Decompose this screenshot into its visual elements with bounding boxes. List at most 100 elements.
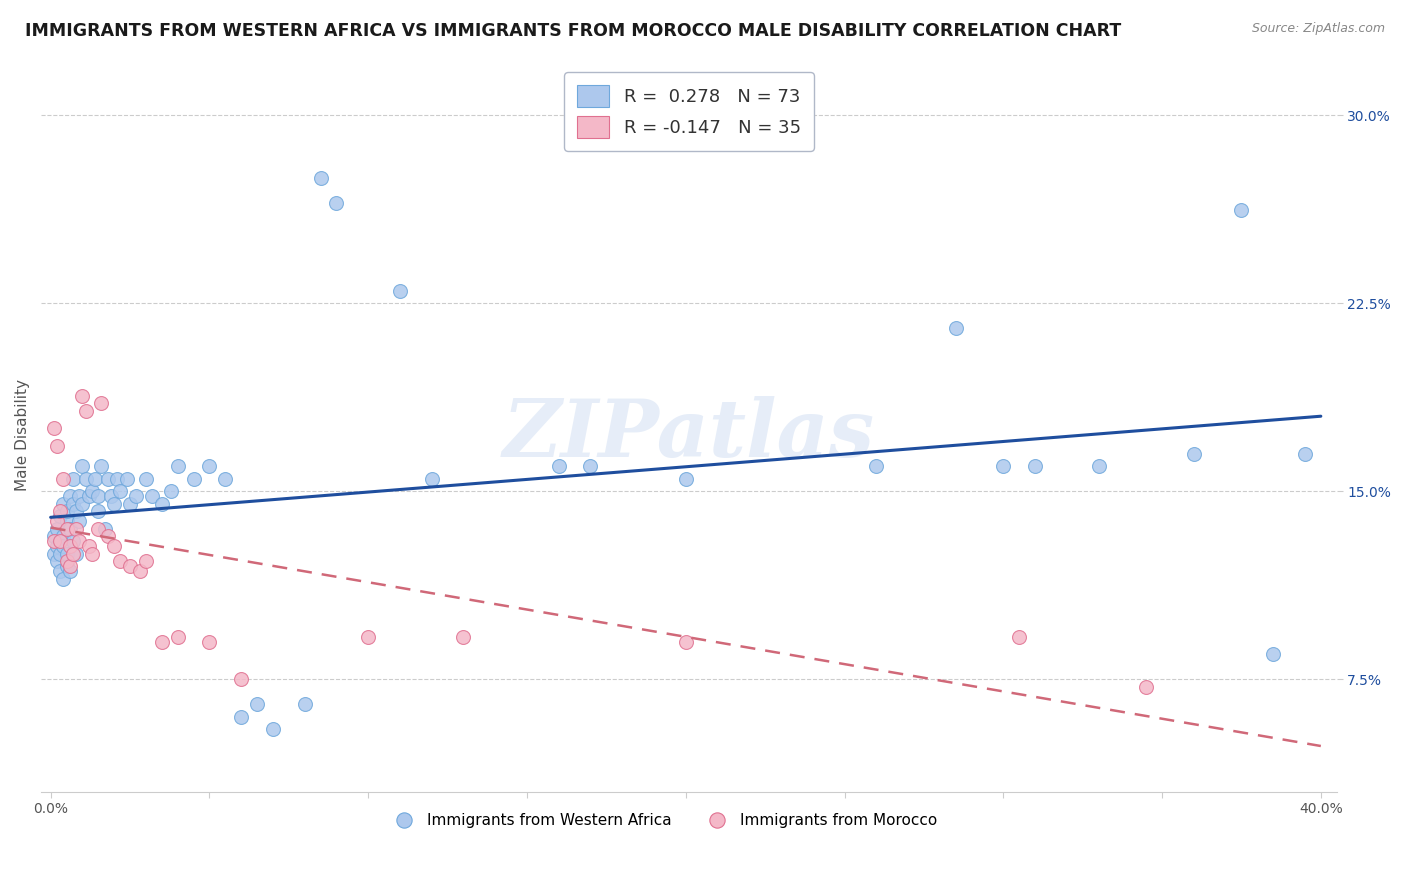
Point (55, 504, 77, 518)
Point (55, 554, 77, 568)
Point (90, 396, 112, 410)
Point (62, 534, 84, 549)
Point (67, 489, 90, 503)
Point (110, 554, 132, 568)
Point (67, 514, 90, 528)
Point (1087, 458, 1109, 473)
Point (87, 489, 110, 503)
Point (420, 472, 443, 486)
Point (62, 472, 84, 486)
Point (59, 489, 82, 503)
Point (65, 547, 87, 561)
Text: IMMIGRANTS FROM WESTERN AFRICA VS IMMIGRANTS FROM MOROCCO MALE DISABILITY CORREL: IMMIGRANTS FROM WESTERN AFRICA VS IMMIGR… (25, 22, 1122, 40)
Point (993, 458, 1015, 473)
Point (579, 458, 602, 473)
Point (262, 723, 284, 737)
Point (547, 458, 569, 473)
Point (1024, 458, 1046, 473)
Point (103, 497, 125, 511)
Point (77, 489, 100, 503)
Point (97, 529, 120, 543)
Point (87, 522, 110, 536)
Point (77, 539, 100, 553)
Point (72, 497, 94, 511)
Point (52, 472, 75, 486)
Point (55, 559, 77, 574)
Point (75, 472, 97, 486)
Point (198, 634, 221, 648)
Text: ZIPatlas: ZIPatlas (503, 396, 875, 474)
Point (388, 284, 411, 298)
Point (59, 539, 82, 553)
Point (42, 534, 65, 549)
Point (46, 539, 69, 553)
Legend: Immigrants from Western Africa, Immigrants from Morocco: Immigrants from Western Africa, Immigran… (382, 807, 943, 834)
Point (55, 514, 77, 528)
Point (1135, 680, 1157, 694)
Point (59, 522, 82, 536)
Point (115, 472, 138, 486)
Y-axis label: Male Disability: Male Disability (15, 379, 30, 491)
Point (214, 472, 236, 486)
Point (135, 554, 157, 568)
Point (166, 458, 188, 473)
Point (453, 630, 475, 644)
Point (52, 497, 75, 511)
Point (1294, 446, 1316, 460)
Point (52, 529, 75, 543)
Point (80, 547, 103, 561)
Point (231, 672, 253, 686)
Point (75, 404, 97, 418)
Point (46, 514, 69, 528)
Point (103, 539, 125, 553)
Point (55, 547, 77, 561)
Point (65, 504, 87, 518)
Point (309, 170, 332, 185)
Point (49, 547, 72, 561)
Point (166, 630, 188, 644)
Point (62, 547, 84, 561)
Point (1230, 203, 1253, 218)
Point (55, 522, 77, 536)
Point (945, 321, 967, 335)
Point (97, 472, 120, 486)
Point (160, 484, 183, 499)
Point (1182, 446, 1205, 460)
Point (675, 472, 697, 486)
Point (62, 497, 84, 511)
Point (150, 634, 173, 648)
Point (357, 630, 380, 644)
Point (118, 497, 141, 511)
Point (52, 572, 75, 586)
Point (49, 534, 72, 549)
Point (87, 504, 110, 518)
Point (865, 458, 887, 473)
Point (46, 439, 69, 453)
Point (100, 489, 122, 503)
Point (42, 529, 65, 543)
Point (42, 547, 65, 561)
Point (1263, 647, 1285, 661)
Point (198, 458, 221, 473)
Point (52, 539, 75, 553)
Point (65, 522, 87, 536)
Point (325, 195, 347, 210)
Point (72, 389, 94, 403)
Point (49, 565, 72, 579)
Point (59, 559, 82, 574)
Point (675, 634, 697, 648)
Point (141, 489, 163, 503)
Point (246, 697, 269, 711)
Point (42, 421, 65, 435)
Point (49, 504, 72, 518)
Point (49, 534, 72, 549)
Point (93, 522, 115, 536)
Point (1008, 630, 1031, 644)
Point (46, 554, 69, 568)
Point (294, 697, 316, 711)
Point (118, 559, 141, 574)
Point (49, 509, 72, 524)
Point (128, 565, 150, 579)
Point (90, 458, 112, 473)
Point (105, 472, 128, 486)
